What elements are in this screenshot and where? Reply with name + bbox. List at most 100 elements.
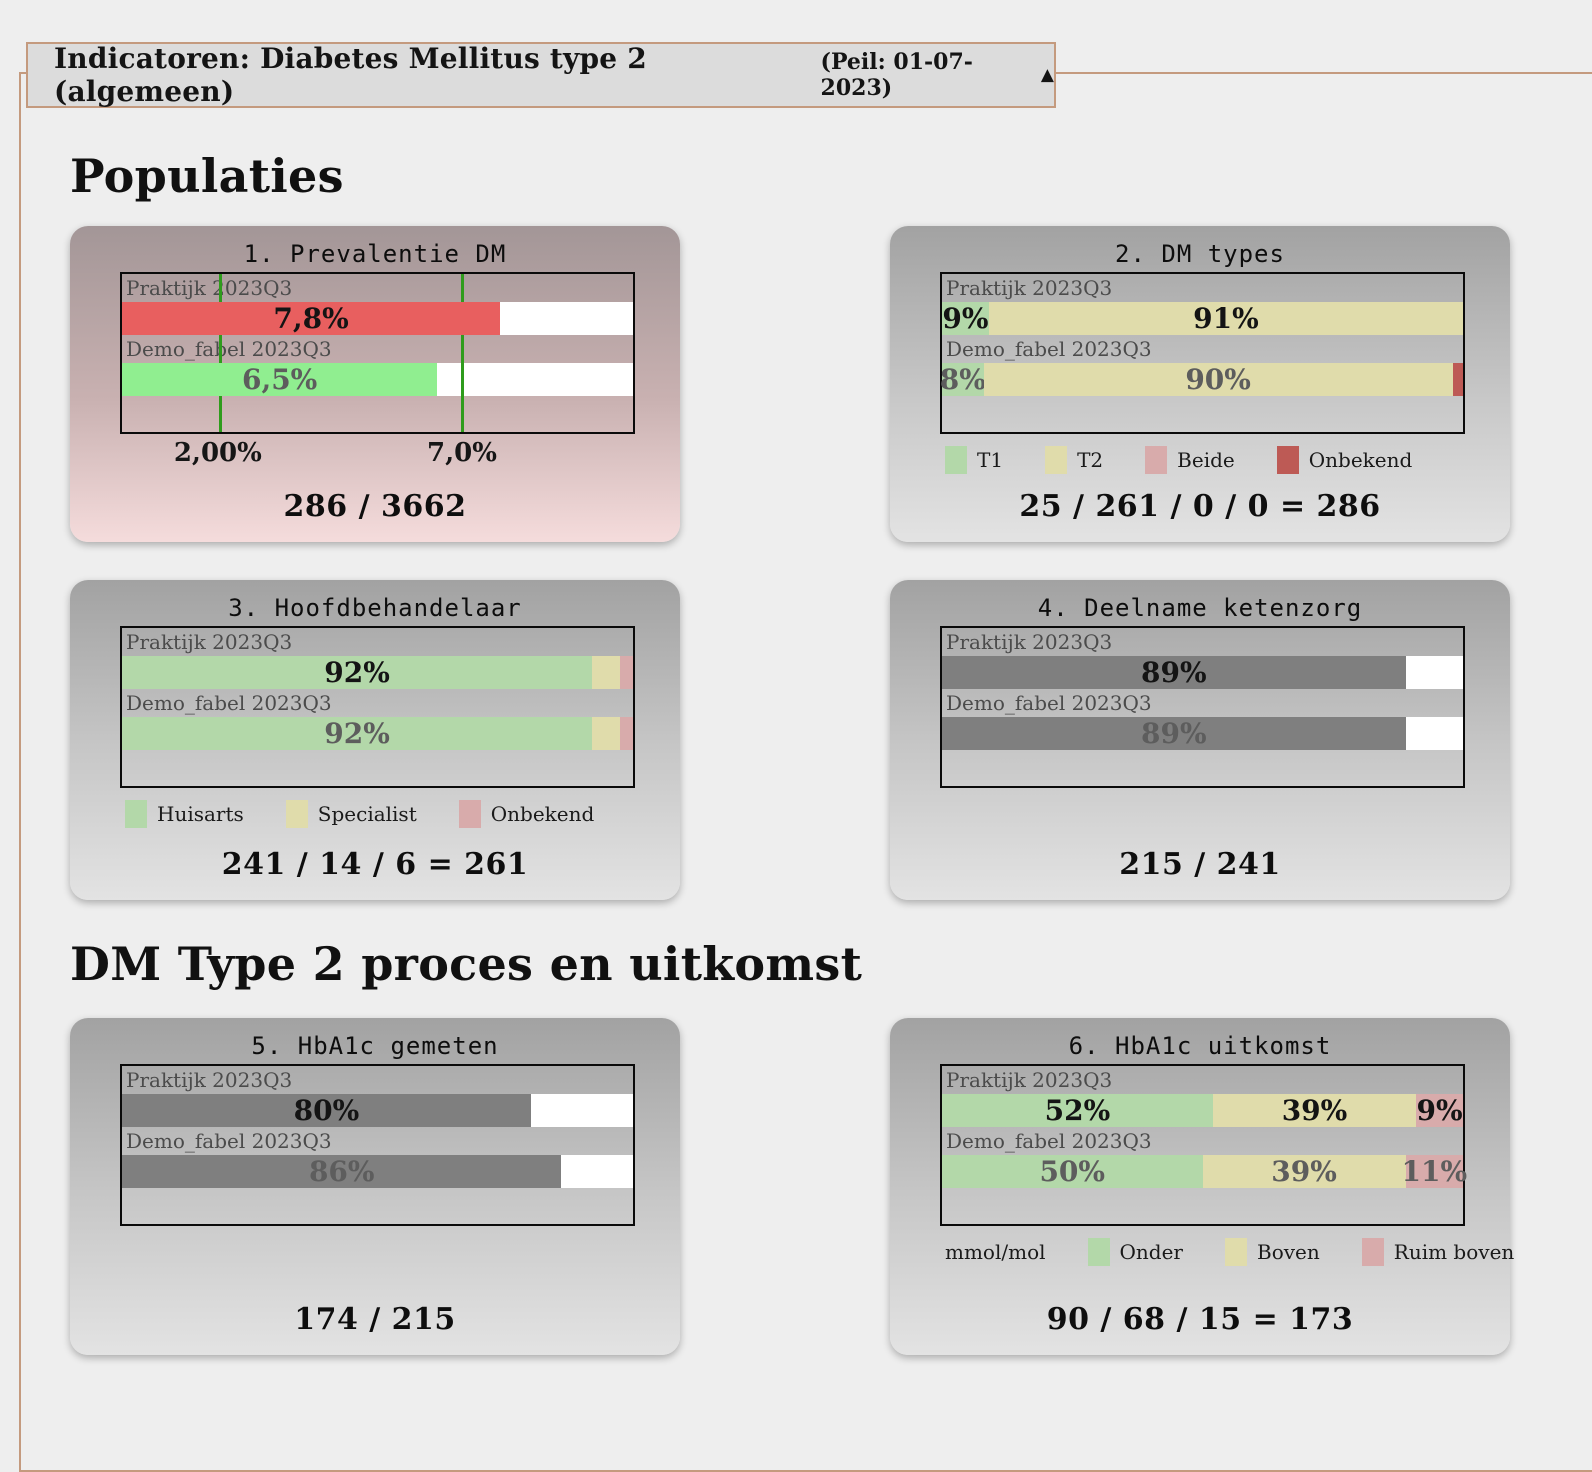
card-title: 6. HbA1c uitkomst bbox=[1068, 1032, 1332, 1060]
card-counts: 174 / 215 bbox=[294, 1302, 456, 1337]
bar-segment: 6,5% bbox=[122, 363, 438, 396]
chart-box: Praktijk 2023Q3 89% Demo_fabel 2023Q3 89% bbox=[940, 626, 1465, 788]
header-title: Indicatoren: Diabetes Mellitus type 2 (a… bbox=[54, 42, 647, 108]
card-counts: 25 / 261 / 0 / 0 = 286 bbox=[1019, 489, 1381, 524]
segment-value: 50% bbox=[1039, 1154, 1106, 1188]
bar-segment: 9% bbox=[1416, 1094, 1463, 1127]
legend-label: Boven bbox=[1257, 1240, 1320, 1264]
card-title: 4. Deelname ketenzorg bbox=[1037, 594, 1363, 622]
legend-label: Beide bbox=[1177, 448, 1235, 472]
bar-segment bbox=[620, 656, 633, 689]
legend-swatch bbox=[285, 800, 308, 828]
chart-axis: 2,00% 7,0% bbox=[120, 438, 635, 472]
chart-box: Praktijk 2023Q3 9% 91% Demo_fabel 2023Q3 8% 9… bbox=[940, 272, 1465, 434]
bar-row-label: Demo_fabel 2023Q3 bbox=[126, 691, 332, 715]
bar-track: 8% 90% bbox=[939, 362, 1463, 396]
legend-swatch bbox=[1225, 1238, 1247, 1266]
segment-value: 9% bbox=[1416, 1093, 1463, 1127]
bar-track: 86% bbox=[122, 1155, 633, 1188]
bar-row-label: Praktijk 2023Q3 bbox=[946, 1068, 1113, 1092]
legend-item: Beide bbox=[1145, 446, 1235, 474]
bar-track: 92% bbox=[122, 717, 633, 750]
bar-row-label: Praktijk 2023Q3 bbox=[946, 630, 1113, 654]
chart-box: Praktijk 2023Q3 80% Demo_fabel 2023Q3 86% bbox=[120, 1064, 635, 1226]
segment-value: 52% bbox=[1044, 1093, 1111, 1127]
legend-item: T2 bbox=[1045, 446, 1103, 474]
bar-row-label: Praktijk 2023Q3 bbox=[126, 1068, 293, 1092]
legend-label: Onbekend bbox=[1308, 448, 1413, 472]
bar-segment bbox=[592, 717, 621, 750]
bar-segment bbox=[592, 656, 621, 689]
section-heading-proces: DM Type 2 proces en uitkomst bbox=[70, 937, 863, 991]
bar-segment: 89% bbox=[942, 717, 1406, 750]
legend-swatch bbox=[1276, 446, 1299, 474]
bar-segment: 39% bbox=[1212, 1094, 1417, 1127]
legend-swatch bbox=[1145, 446, 1168, 474]
legend-swatch bbox=[458, 800, 481, 828]
card-counts: 241 / 14 / 6 = 261 bbox=[221, 847, 529, 882]
bar-track: 92% bbox=[122, 656, 633, 689]
card-counts: 286 / 3662 bbox=[283, 489, 467, 524]
card-prevalentie-dm: 1. Prevalentie DM Praktijk 2023Q3 7,8% Dem… bbox=[70, 226, 680, 542]
bar-row-label: Praktijk 2023Q3 bbox=[946, 276, 1113, 300]
bar-segment: 80% bbox=[122, 1094, 531, 1127]
card-hba1c-uitkomst: 6. HbA1c uitkomst Praktijk 2023Q3 52% 39% 9… bbox=[890, 1018, 1514, 1355]
legend-item: Onder bbox=[1087, 1238, 1183, 1266]
legend-label: Huisarts bbox=[157, 802, 244, 826]
bar-row-label: Demo_fabel 2023Q3 bbox=[126, 337, 332, 361]
card-title: 3. Hoofdbehandelaar bbox=[228, 594, 522, 622]
bar-track: 7,8% bbox=[122, 302, 633, 335]
card-hba1c-gemeten: 5. HbA1c gemeten Praktijk 2023Q3 80% Demo_… bbox=[70, 1018, 680, 1355]
card-dm-types: 2. DM types Praktijk 2023Q3 9% 91% Demo_fab… bbox=[890, 226, 1510, 542]
segment-value: 92% bbox=[324, 716, 390, 750]
bar-track: 89% bbox=[942, 717, 1463, 750]
legend-item: Ruim boven bbox=[1361, 1238, 1515, 1266]
legend-swatch bbox=[125, 800, 147, 828]
segment-value: 8% bbox=[939, 362, 986, 396]
segment-value: 89% bbox=[1141, 655, 1207, 689]
bar-row-label: Praktijk 2023Q3 bbox=[126, 276, 293, 300]
legend-label: Specialist bbox=[317, 802, 417, 826]
chart-legend: Huisarts Specialist Onbekend bbox=[125, 800, 680, 828]
legend-item: Onbekend bbox=[1276, 446, 1413, 474]
bar-track: 52% 39% 9% bbox=[942, 1094, 1463, 1127]
segment-value: 92% bbox=[324, 655, 390, 689]
legend-label: Ruim boven bbox=[1393, 1240, 1515, 1264]
card-hoofdbehandelaar: 3. Hoofdbehandelaar Praktijk 2023Q3 92% De… bbox=[70, 580, 680, 900]
legend-swatch bbox=[945, 446, 967, 474]
indicator-header-toggle[interactable]: Indicatoren: Diabetes Mellitus type 2 (a… bbox=[26, 42, 1056, 108]
legend-swatch bbox=[1045, 446, 1068, 474]
segment-value: 7,8% bbox=[273, 301, 349, 335]
segment-value: 80% bbox=[293, 1093, 360, 1127]
card-title: 1. Prevalentie DM bbox=[243, 240, 507, 268]
chart-box: Praktijk 2023Q3 92% Demo_fabel 2023Q3 92% bbox=[120, 626, 635, 788]
legend-label: T1 bbox=[977, 448, 1004, 472]
bar-segment: 92% bbox=[122, 716, 593, 750]
bar-track: 50% 39% 11% bbox=[942, 1154, 1467, 1188]
section-heading-populaties: Populaties bbox=[70, 149, 344, 203]
segment-value: 11% bbox=[1401, 1154, 1468, 1188]
legend-item: Boven bbox=[1225, 1238, 1320, 1266]
reference-line bbox=[219, 274, 223, 432]
card-deelname-ketenzorg: 4. Deelname ketenzorg Praktijk 2023Q3 89%… bbox=[890, 580, 1510, 900]
legend-swatch bbox=[1087, 1238, 1110, 1266]
legend-swatch bbox=[1361, 1238, 1384, 1266]
chart-box: Praktijk 2023Q3 7,8% Demo_fabel 2023Q3 6,5% bbox=[120, 272, 635, 434]
bar-segment: 8% bbox=[939, 362, 986, 396]
card-title: 5. HbA1c gemeten bbox=[251, 1032, 499, 1060]
chart-legend: mmol/mol Onder Boven Ruim boven bbox=[945, 1238, 1514, 1266]
bar-segment: 91% bbox=[988, 301, 1463, 335]
legend-label: Onder bbox=[1119, 1240, 1183, 1264]
segment-value: 91% bbox=[1193, 301, 1259, 335]
bar-segment: 7,8% bbox=[122, 301, 501, 335]
axis-tick: 7,0% bbox=[426, 438, 497, 468]
legend-label: mmol/mol bbox=[945, 1240, 1046, 1264]
collapse-up-icon[interactable]: ▲ bbox=[1040, 64, 1054, 85]
bar-row-label: Demo_fabel 2023Q3 bbox=[946, 337, 1152, 361]
bar-segment: 11% bbox=[1402, 1155, 1467, 1188]
legend-label: T2 bbox=[1077, 448, 1104, 472]
reference-line bbox=[461, 274, 465, 432]
header-peil-date: (Peil: 01-07-2023) bbox=[820, 49, 973, 101]
legend-item: mmol/mol bbox=[945, 1240, 1046, 1264]
bar-segment: 9% bbox=[942, 302, 989, 335]
